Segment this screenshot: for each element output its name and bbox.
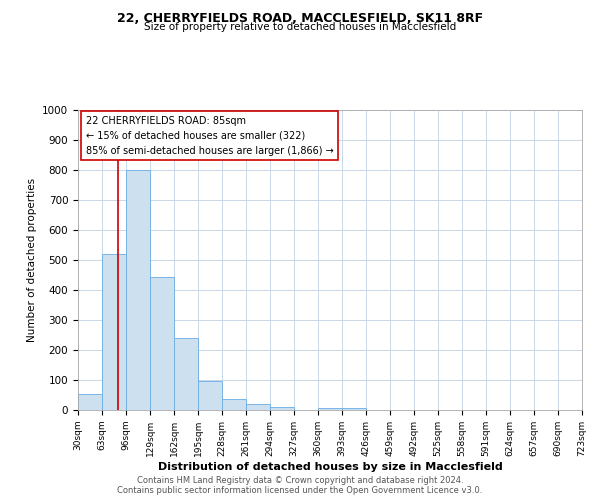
Bar (126, 170, 150, 410)
Text: 22, CHERRYFIELDS ROAD, MACCLESFIELD, SK11 8RF: 22, CHERRYFIELDS ROAD, MACCLESFIELD, SK1… (117, 12, 483, 26)
Bar (270, 407, 294, 410)
Text: Contains HM Land Registry data © Crown copyright and database right 2024.: Contains HM Land Registry data © Crown c… (137, 476, 463, 485)
X-axis label: Distribution of detached houses by size in Macclesfield: Distribution of detached houses by size … (158, 462, 502, 471)
Bar (198, 381, 222, 410)
Text: Size of property relative to detached houses in Macclesfield: Size of property relative to detached ho… (144, 22, 456, 32)
Bar (222, 399, 246, 410)
Bar (174, 338, 198, 410)
Bar (342, 408, 366, 410)
Bar (150, 276, 174, 410)
Bar (78, 394, 102, 410)
Y-axis label: Number of detached properties: Number of detached properties (26, 178, 37, 342)
Text: Contains public sector information licensed under the Open Government Licence v3: Contains public sector information licen… (118, 486, 482, 495)
Bar (246, 404, 270, 410)
Text: 22 CHERRYFIELDS ROAD: 85sqm
← 15% of detached houses are smaller (322)
85% of se: 22 CHERRYFIELDS ROAD: 85sqm ← 15% of det… (86, 116, 334, 156)
Bar (102, 254, 126, 410)
Bar (318, 408, 342, 410)
